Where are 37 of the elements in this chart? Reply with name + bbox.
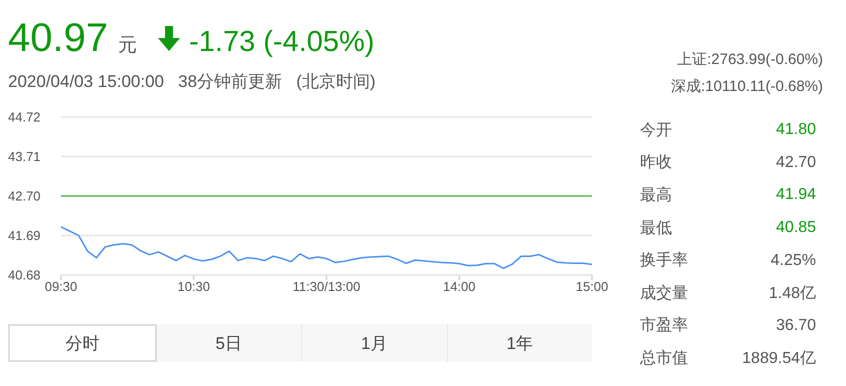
text: 总市值 (640, 350, 688, 367)
text: 42.70 (776, 154, 816, 171)
y-tick-label: 40.68 (8, 268, 41, 283)
chart-title: 40.97 (8, 16, 108, 60)
text: 深成:10110.11(-0.68%) (670, 78, 823, 95)
text: 今开 (640, 122, 672, 139)
text: 元 (118, 35, 138, 56)
y-tick-label: 44.72 (8, 110, 41, 125)
text: 1889.54亿 (742, 350, 816, 367)
text: 上证:2763.99(-0.60%) (677, 51, 823, 68)
text: 41.94 (776, 186, 816, 204)
text: 40.85 (776, 219, 816, 236)
text: 1年 (506, 332, 533, 354)
x-tick-label: 09:30 (44, 279, 78, 294)
text: 昨收 (640, 154, 672, 172)
text: 4.25% (770, 252, 816, 269)
y-tick-label: 42.70 (8, 188, 41, 204)
text: 5日 (216, 332, 242, 354)
x-tick-label: 11:30/13:00 (292, 279, 360, 294)
text: 最高 (640, 186, 672, 204)
text: 41.80 (776, 121, 816, 138)
chart-subtitle: 2020/04/03 15:00:00 38分钟前更新 (北京时间) (8, 72, 376, 91)
text: 1月 (361, 332, 388, 354)
x-tick-label: 14:00 (442, 279, 476, 294)
y-tick-label: 43.71 (8, 149, 41, 164)
text: 成交量 (640, 284, 688, 302)
text: 1.48亿 (768, 284, 816, 302)
text: -1.73 (-4.05%) (189, 26, 374, 58)
x-tick-label: 15:00 (576, 279, 608, 294)
text: 36.70 (776, 316, 816, 334)
text: 换手率 (640, 252, 688, 270)
text: 分时 (65, 332, 100, 354)
text: 市盈率 (640, 317, 688, 334)
x-tick-label: 10:30 (177, 279, 210, 294)
text: 最低 (640, 220, 672, 237)
line-series (61, 226, 592, 270)
y-tick-label: 41.69 (8, 228, 41, 244)
